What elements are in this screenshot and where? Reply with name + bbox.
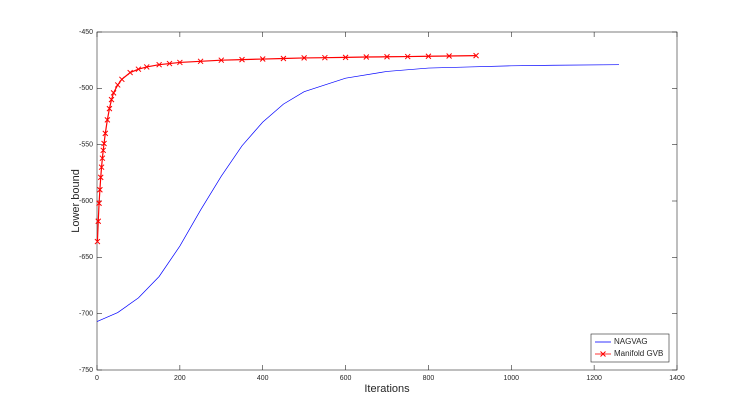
point-marker xyxy=(97,174,104,181)
point-marker xyxy=(280,55,287,62)
point-marker xyxy=(177,59,183,66)
series-line xyxy=(96,55,477,242)
y-tick-label: -550 xyxy=(79,142,93,149)
point-marker xyxy=(98,164,105,171)
legend-marker xyxy=(600,351,606,357)
x-tick-label: 200 xyxy=(174,375,186,382)
point-marker xyxy=(119,76,125,83)
point-marker xyxy=(143,64,150,70)
y-tick-label: -650 xyxy=(79,254,93,261)
point-marker xyxy=(301,55,307,61)
point-marker xyxy=(342,54,349,61)
point-marker xyxy=(197,58,204,65)
x-tick-label: 1400 xyxy=(669,375,685,382)
series xyxy=(96,64,620,322)
x-axis-label: Iterations xyxy=(364,383,410,395)
point-marker xyxy=(239,56,245,63)
point-marker xyxy=(259,56,266,62)
point-marker xyxy=(322,54,328,61)
x-tick-label: 800 xyxy=(423,375,435,382)
point-marker xyxy=(473,52,479,59)
point-marker xyxy=(135,66,142,73)
x-tick-label: 400 xyxy=(257,375,269,382)
x-tick-label: 0 xyxy=(95,375,99,382)
y-tick-label: -450 xyxy=(79,29,93,36)
y-axis-label: Lower bound xyxy=(70,169,82,233)
point-marker xyxy=(127,69,133,76)
point-marker xyxy=(156,61,162,68)
point-marker xyxy=(384,53,390,60)
y-tick-label: -600 xyxy=(79,198,93,205)
y-tick-label: -500 xyxy=(79,85,93,92)
point-marker xyxy=(108,96,115,103)
point-marker xyxy=(95,218,102,225)
point-marker xyxy=(425,53,432,60)
point-marker xyxy=(104,117,111,123)
x-tick-label: 1200 xyxy=(586,375,602,382)
point-marker xyxy=(114,82,121,88)
point-marker xyxy=(99,155,106,162)
series-line xyxy=(96,64,620,322)
point-marker xyxy=(94,238,101,245)
y-tick-label: -700 xyxy=(79,311,93,318)
point-marker xyxy=(100,147,107,154)
point-marker xyxy=(97,186,103,193)
point-marker xyxy=(106,105,113,112)
point-marker xyxy=(96,200,102,207)
point-marker xyxy=(404,53,411,60)
x-tick-label: 600 xyxy=(340,375,352,382)
point-marker xyxy=(101,140,107,147)
legend-label: NAGVAG xyxy=(614,337,648,346)
point-marker xyxy=(218,57,225,64)
legend-label: Manifold GVB xyxy=(614,349,663,358)
y-tick-label: -750 xyxy=(79,367,93,374)
legend-box xyxy=(590,333,670,363)
point-marker xyxy=(363,54,370,60)
point-marker xyxy=(110,89,117,96)
point-marker xyxy=(446,53,452,59)
point-marker xyxy=(166,60,173,67)
point-marker xyxy=(102,130,109,137)
series xyxy=(94,52,479,245)
x-tick-label: 1000 xyxy=(503,375,519,382)
plot-frame xyxy=(96,31,678,371)
